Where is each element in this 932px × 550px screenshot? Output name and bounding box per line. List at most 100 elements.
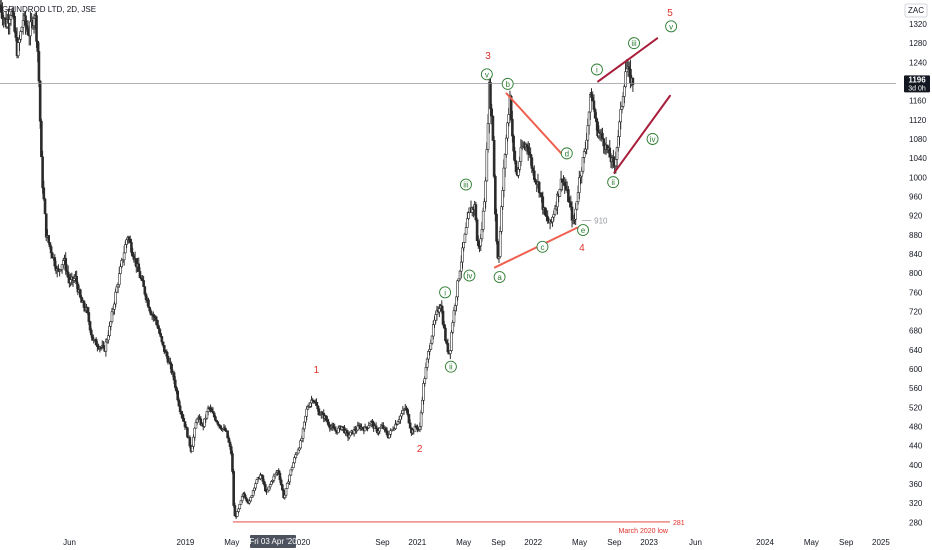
candle-body — [29, 21, 32, 37]
candle-body — [178, 405, 182, 412]
candle-body — [614, 159, 618, 167]
candle-body — [69, 279, 72, 284]
candle-body — [268, 484, 272, 488]
candle-body — [567, 189, 570, 202]
candle-body — [18, 38, 21, 43]
candle-body — [489, 82, 492, 110]
wave-label-green: i — [590, 63, 603, 76]
wave-label-text: ii — [449, 363, 453, 372]
candle-body — [315, 402, 318, 406]
triangle-lower-line[interactable] — [493, 226, 579, 269]
wave-label-circle — [444, 360, 457, 373]
time-tick-label: 2025 — [872, 538, 890, 547]
candle-body — [624, 71, 627, 88]
candle-body — [289, 469, 293, 476]
candle-body — [212, 412, 216, 418]
candle-body — [349, 431, 352, 436]
candle-body — [119, 266, 122, 274]
candle-body — [249, 497, 253, 502]
candle-body — [442, 324, 446, 329]
candle-body — [108, 325, 111, 337]
price-tick-label: 1280 — [909, 39, 927, 48]
candle-body — [115, 286, 119, 293]
candle-body — [42, 187, 46, 200]
candle-body — [24, 15, 27, 26]
time-tick-label: Sep — [375, 538, 390, 547]
wave-label-text: iv — [650, 135, 656, 144]
candle-body — [264, 484, 267, 492]
candle-body — [367, 425, 371, 429]
wave-label-circle — [463, 269, 476, 282]
candle-body — [182, 418, 186, 422]
candle-body — [620, 106, 624, 110]
candle-body — [156, 324, 160, 329]
candle-body — [216, 421, 220, 425]
wave-label-text: v — [669, 22, 673, 31]
candle-body — [427, 351, 430, 360]
currency-box[interactable] — [904, 3, 928, 18]
candle-body — [501, 190, 504, 207]
candle-body — [165, 351, 169, 357]
time-tick-label: May — [804, 538, 819, 547]
candle-body — [36, 41, 40, 52]
crosshair-date-label: Fri 03 Apr '20 — [249, 537, 297, 546]
candle-body — [203, 418, 206, 427]
candle-body — [485, 149, 489, 182]
candle-body — [592, 100, 596, 110]
candle-body — [111, 309, 115, 313]
price-tick-label: 280 — [909, 518, 923, 527]
wave-label-green: ii — [607, 176, 620, 189]
candle-body — [451, 322, 455, 333]
triangle-upper-line[interactable] — [505, 92, 567, 160]
candle-body — [290, 467, 294, 471]
price-tick-label: 600 — [909, 365, 923, 374]
price-tick-label: 800 — [909, 269, 923, 278]
candle-body — [612, 157, 615, 162]
wave-label-text: v — [485, 70, 489, 79]
wave-label-green: d — [560, 147, 573, 160]
candle-body — [32, 18, 36, 26]
price-tick-label: 1080 — [909, 135, 927, 144]
candle-body — [239, 500, 243, 505]
candle-body — [506, 122, 509, 139]
candle-body — [326, 419, 329, 423]
candle-body — [16, 42, 20, 56]
candle-body — [450, 331, 453, 351]
candle-body — [461, 247, 464, 263]
candle-body — [120, 260, 124, 267]
candle-body — [66, 271, 70, 278]
channel-upper-line[interactable] — [597, 37, 659, 83]
candle-body — [233, 505, 237, 517]
candle-body — [279, 479, 283, 486]
candle-body — [255, 479, 259, 484]
candle-body — [590, 94, 593, 98]
candle-body — [564, 185, 568, 191]
candle-body — [181, 413, 184, 419]
candle-body — [532, 170, 536, 180]
candle-body — [175, 387, 178, 392]
candle-body — [192, 436, 195, 447]
candle-body — [444, 327, 447, 341]
level-note: March 2020 low — [619, 528, 669, 535]
candle-body — [228, 441, 232, 447]
price-tick-label: 960 — [909, 193, 923, 202]
candle-body — [429, 342, 433, 350]
candle-body — [581, 157, 585, 172]
candle-body — [177, 399, 181, 407]
candle-body — [511, 118, 514, 137]
time-tick-label: 2022 — [524, 538, 542, 547]
candle-body — [267, 486, 271, 491]
candle-body — [26, 28, 30, 35]
channel-lower-line[interactable] — [613, 94, 671, 174]
candle-body — [159, 333, 162, 337]
price-tick-label: 680 — [909, 327, 923, 336]
time-tick-label: Sep — [607, 538, 622, 547]
candle-body — [44, 213, 48, 238]
candle-body — [519, 147, 523, 162]
price-tick-label: 920 — [909, 212, 923, 221]
candle-body — [418, 426, 422, 430]
candle-body — [552, 213, 556, 218]
candle-body — [240, 496, 244, 501]
